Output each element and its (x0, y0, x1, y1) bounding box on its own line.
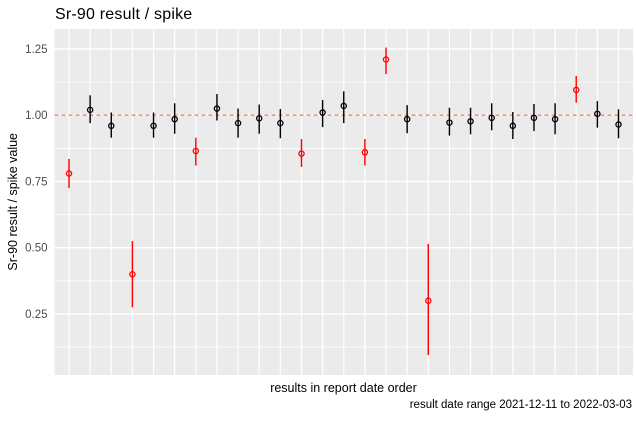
data-point (340, 102, 347, 110)
y-tick-label: 0.25 (25, 309, 47, 321)
data-point (298, 150, 305, 157)
data-point (509, 122, 517, 130)
data-point (129, 270, 136, 278)
data-point (530, 114, 538, 122)
data-point (65, 170, 73, 177)
y-axis-title-wrap: Sr-90 result / spike value (4, 29, 22, 375)
data-point (108, 122, 115, 130)
y-tick-label: 1.25 (25, 44, 47, 56)
y-tick-label: 1.00 (25, 110, 47, 122)
caption: result date range 2021-12-11 to 2022-03-… (409, 399, 632, 411)
data-point (425, 297, 432, 305)
data-point (615, 121, 622, 128)
data-point (551, 115, 559, 123)
data-point (255, 115, 263, 122)
x-axis-title: results in report date order (270, 381, 417, 395)
chart-title: Sr-90 result / spike (55, 6, 193, 23)
data-point (213, 105, 221, 112)
data-point (572, 86, 580, 94)
data-point (192, 147, 200, 155)
y-tick-label: 0.50 (25, 243, 47, 255)
data-point (361, 149, 369, 156)
data-point (467, 118, 474, 125)
data-point (382, 56, 390, 63)
data-point (234, 119, 242, 127)
data-point (403, 115, 411, 123)
y-axis-title: Sr-90 result / spike value (6, 133, 20, 271)
data-point (319, 109, 326, 116)
data-point (86, 106, 94, 114)
data-point (488, 114, 495, 122)
data-point (171, 115, 178, 123)
data-point (446, 119, 453, 126)
data-point (594, 110, 601, 118)
data-point (150, 122, 157, 130)
data-point (277, 119, 284, 127)
y-tick-label: 0.75 (25, 176, 47, 188)
